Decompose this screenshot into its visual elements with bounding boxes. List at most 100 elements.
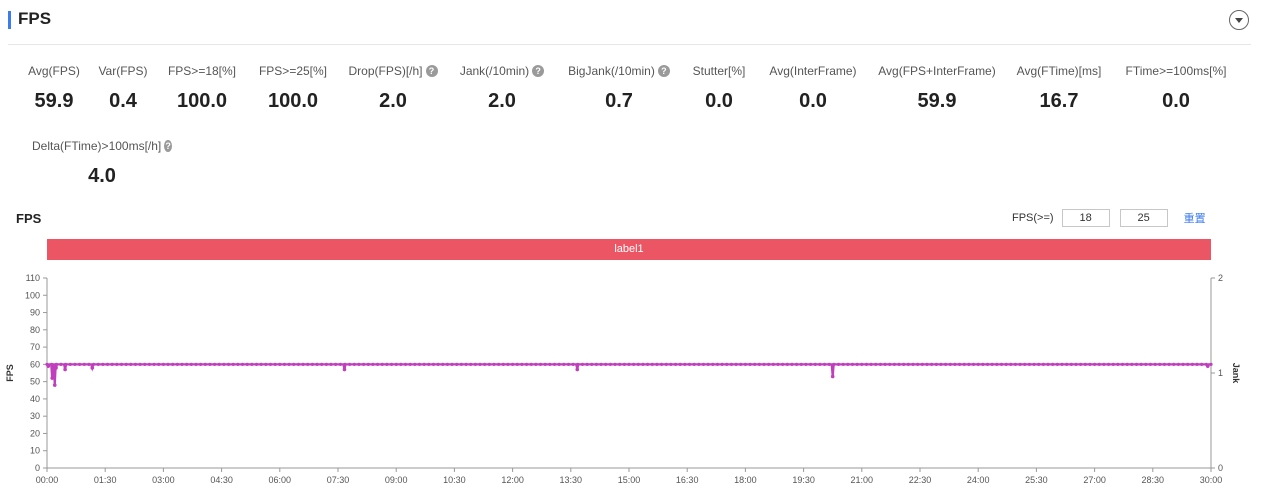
series-point — [948, 362, 952, 366]
series-point — [403, 362, 408, 366]
metric-label-text: Avg(FPS) — [28, 64, 80, 78]
series-dip-point — [90, 366, 95, 370]
series-point — [571, 362, 575, 366]
fps-threshold-low-input[interactable] — [1061, 209, 1110, 227]
series-point — [822, 362, 827, 366]
help-icon[interactable]: ? — [657, 65, 670, 77]
label-band[interactable]: label1 — [47, 239, 1211, 260]
series-point — [925, 362, 929, 366]
y2-tick-label: 0 — [1218, 463, 1223, 473]
reset-link[interactable]: 重置 — [1183, 213, 1206, 225]
series-point — [976, 362, 980, 366]
x-tick-label: 19:30 — [792, 475, 815, 485]
series-point — [91, 362, 96, 366]
metric-label: Avg(FPS) — [0, 63, 124, 79]
series-point — [1148, 362, 1153, 366]
series-point — [785, 362, 789, 366]
series-point — [217, 362, 221, 366]
series-point — [557, 362, 561, 366]
x-tick-label: 10:30 — [443, 475, 466, 485]
metric-1: Var(FPS) 0.4 — [53, 63, 193, 113]
series-point — [934, 362, 938, 366]
collapse-button[interactable] — [1229, 10, 1249, 30]
panel-header: FPS — [0, 0, 1263, 44]
x-tick-label: 18:00 — [734, 475, 757, 485]
series-point — [483, 362, 487, 366]
series-point — [1046, 362, 1050, 366]
help-icon[interactable]: ? — [425, 65, 438, 77]
series-point — [944, 362, 948, 366]
series-point — [50, 362, 54, 366]
x-tick-label: 01:30 — [94, 475, 117, 485]
x-tick-label: 28:30 — [1142, 475, 1165, 485]
series-point — [306, 362, 310, 366]
series-point — [171, 362, 175, 366]
series-point — [1116, 362, 1120, 366]
series-point — [906, 362, 910, 366]
series-point — [1162, 362, 1167, 366]
series-point — [264, 362, 268, 366]
series-point — [520, 362, 524, 366]
series-point — [124, 362, 128, 366]
metric-11: FTime>=100ms[%] 0.0 — [1106, 63, 1246, 113]
metric-0: Avg(FPS) 59.9 — [0, 63, 124, 113]
series-point — [543, 362, 547, 366]
fps-chart[interactable]: 0 10 20 30 40 50 60 70 80 90 100 110 0 1 2 00:00 01:30 03… — [0, 268, 1263, 492]
y-tick-label: 110 — [26, 273, 40, 283]
series-point — [985, 362, 990, 366]
series-point — [795, 362, 799, 366]
y-tick-label: 30 — [30, 411, 40, 421]
series-point — [189, 362, 193, 366]
metric-label-text: Delta(FTime)>100ms[/h] — [32, 139, 162, 153]
series-point — [450, 362, 454, 366]
metric-label-text: FTime>=100ms[%] — [1125, 64, 1227, 78]
series-point — [208, 362, 212, 366]
series-point — [422, 362, 426, 366]
series-point — [431, 362, 436, 366]
help-icon[interactable]: ? — [164, 140, 172, 152]
series-point — [1172, 362, 1176, 366]
series-dip-point — [1205, 364, 1210, 368]
series-point — [357, 362, 361, 366]
series-point — [1130, 362, 1134, 366]
series-point — [939, 362, 943, 366]
fps-threshold-high-input[interactable] — [1119, 209, 1168, 227]
series-point — [524, 362, 529, 366]
x-tick-label: 22:30 — [909, 475, 932, 485]
series-point — [771, 362, 775, 366]
series-point — [469, 362, 473, 366]
series-point — [888, 362, 892, 366]
series-point — [1069, 362, 1073, 366]
series-point — [678, 362, 682, 366]
metric-label-text: Jank(/10min) — [459, 64, 530, 78]
series-point — [413, 362, 417, 366]
series-point — [552, 362, 557, 366]
series-point — [320, 362, 324, 366]
series-point — [659, 362, 664, 366]
series-point — [534, 362, 538, 366]
series-point — [87, 362, 91, 366]
series-point — [348, 362, 352, 366]
series-point — [548, 362, 552, 366]
series-point — [324, 362, 328, 366]
series-point — [874, 362, 878, 366]
series-point — [799, 362, 803, 366]
series-point — [1181, 362, 1185, 366]
series-point — [343, 362, 347, 366]
series-point — [1139, 362, 1143, 366]
metric-10: Avg(FTime)[ms] 16.7 — [989, 63, 1129, 113]
help-icon[interactable]: ? — [532, 65, 545, 77]
series-point — [995, 362, 999, 366]
metric-label-text: Var(FPS) — [98, 64, 148, 78]
series-point — [836, 362, 841, 366]
series-point — [878, 362, 883, 366]
series-point — [715, 362, 720, 366]
series-point — [1041, 362, 1045, 366]
series-point — [911, 362, 915, 366]
series-point — [77, 362, 82, 366]
series-point — [315, 362, 319, 366]
series-point — [399, 362, 403, 366]
series-point — [957, 362, 962, 366]
y-tick-label: 100 — [25, 290, 40, 300]
metric-value: 0.0 — [1162, 90, 1190, 112]
